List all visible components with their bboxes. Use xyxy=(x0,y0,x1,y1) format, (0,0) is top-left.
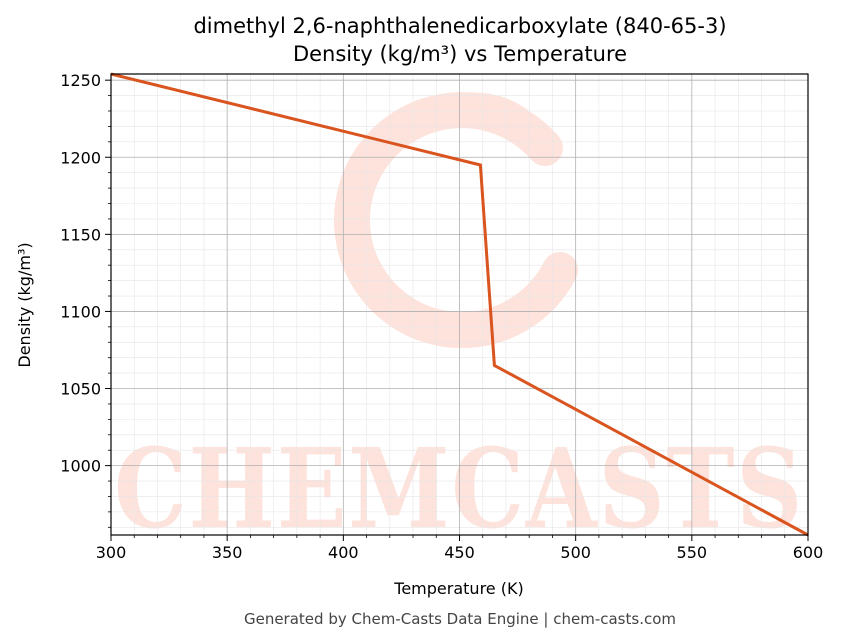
y-tick-label: 1200 xyxy=(60,148,101,167)
density-line xyxy=(110,72,809,537)
y-tick-label: 1250 xyxy=(60,71,101,90)
x-tick-label: 300 xyxy=(96,543,127,562)
x-axis: 300 350 400 450 500 550 600 xyxy=(96,535,824,562)
x-tick-label: 500 xyxy=(560,543,591,562)
y-axis-label: Density (kg/m³) xyxy=(15,242,34,367)
watermark-text: CHEMCASTS xyxy=(114,424,804,553)
watermark: CHEMCASTS xyxy=(114,92,804,553)
chart-subtitle: Density (kg/m³) vs Temperature xyxy=(293,42,627,66)
chart-title: dimethyl 2,6-naphthalenedicarboxylate (8… xyxy=(193,14,726,38)
x-tick-label: 550 xyxy=(677,543,708,562)
y-axis: 1000 1050 1100 1150 1200 1250 xyxy=(60,71,111,528)
x-tick-label: 450 xyxy=(444,543,475,562)
watermark-swirl-inner xyxy=(463,92,557,157)
series-layer xyxy=(110,72,809,537)
y-tick-label: 1150 xyxy=(60,225,101,244)
y-tick-label: 1100 xyxy=(60,302,101,321)
x-axis-label: Temperature (K) xyxy=(393,579,523,598)
y-tick-label: 1050 xyxy=(60,380,101,399)
watermark-swirl xyxy=(333,92,578,349)
plot-area: CHEMCASTS xyxy=(110,72,809,553)
footer-credit: Generated by Chem-Casts Data Engine | ch… xyxy=(244,610,676,628)
x-tick-label: 400 xyxy=(328,543,359,562)
y-tick-label: 1000 xyxy=(60,457,101,476)
x-tick-label: 350 xyxy=(212,543,243,562)
x-tick-label: 600 xyxy=(793,543,824,562)
